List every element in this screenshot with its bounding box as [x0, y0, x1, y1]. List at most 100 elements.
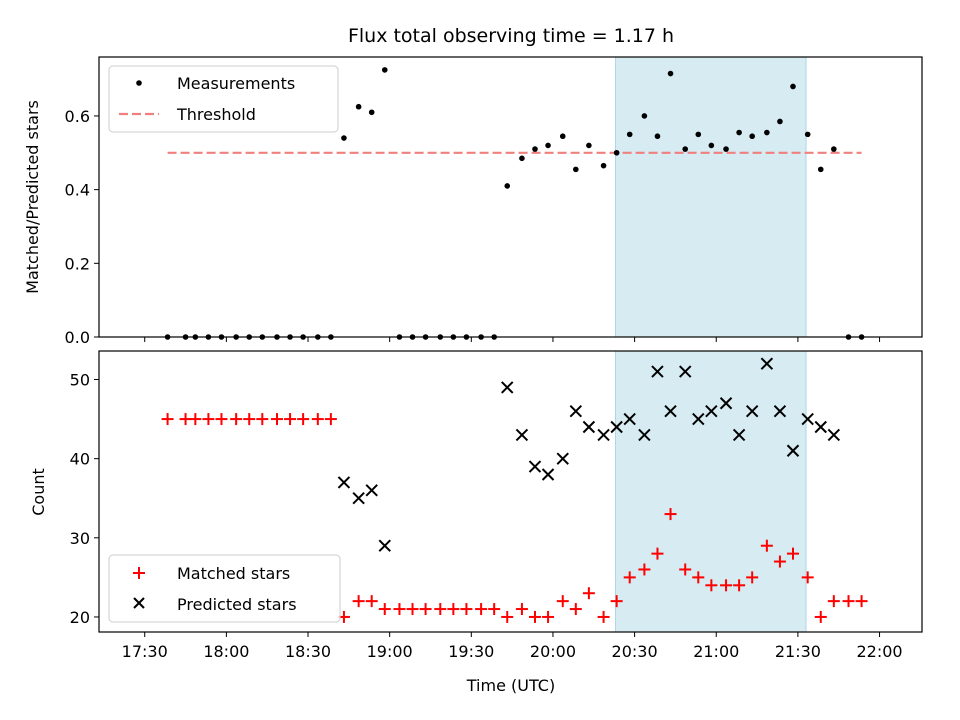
- matched-stars-point: [855, 595, 868, 608]
- predicted-stars-point: [569, 404, 583, 418]
- y-axis-label-counts: Count: [29, 468, 48, 516]
- predicted-stars-point: [638, 428, 651, 442]
- matched-stars-point: [679, 563, 692, 576]
- matched-stars-point: [623, 571, 636, 584]
- predicted-stars-point: [378, 539, 391, 552]
- matched-stars-point: [284, 413, 297, 426]
- predicted-stars-point: [597, 428, 610, 442]
- matched-stars-point: [475, 603, 488, 616]
- matched-stars-point: [528, 610, 541, 623]
- matched-stars-point: [569, 603, 582, 616]
- matched-stars-point: [202, 413, 215, 426]
- matched-stars-point: [786, 547, 799, 560]
- predicted-stars-point: [651, 365, 664, 378]
- predicted-stars-point: [745, 404, 759, 418]
- legend-ratio: Measurements Threshold: [108, 65, 339, 133]
- x-tick-label: 20:00: [530, 642, 576, 661]
- measurement-point: [613, 149, 620, 156]
- matched-stars-point: [215, 413, 228, 426]
- legend-counts: Matched stars Predicted stars: [108, 554, 341, 623]
- measurement-point: [777, 118, 783, 125]
- panel-ratio-frame: [98, 56, 923, 338]
- matched-stars-point: [542, 610, 555, 623]
- matched-stars-point: [801, 571, 814, 584]
- matched-stars-point: [488, 603, 501, 616]
- predicted-stars-point: [541, 468, 555, 481]
- predicted-stars-point: [692, 412, 705, 426]
- predicted-stars-point: [827, 428, 841, 442]
- matched-stars-point: [419, 603, 432, 616]
- measurement-point: [749, 133, 755, 140]
- y-tick-label: 20: [70, 608, 90, 627]
- predicted-stars-point: [801, 412, 814, 426]
- predicted-stars-point: [515, 428, 529, 442]
- matched-stars-point: [378, 603, 391, 616]
- predicted-stars-point: [610, 420, 623, 434]
- measurement-point: [667, 70, 674, 77]
- measurement-point: [817, 166, 824, 173]
- matched-stars-point: [324, 413, 337, 426]
- matched-stars-point: [297, 413, 310, 426]
- measurement-point: [626, 131, 633, 138]
- predicted-stars-point: [528, 460, 542, 473]
- y-tick-label: 50: [70, 370, 90, 389]
- matched-stars-point: [434, 603, 447, 616]
- matched-stars-point: [230, 413, 243, 426]
- matched-stars-point: [746, 571, 759, 584]
- matched-stars-point: [664, 508, 677, 521]
- measurement-point: [532, 146, 538, 152]
- measurement-point: [682, 146, 689, 152]
- panel-ratio: 0.0 0.2 0.4 0.6 Matched/Predicted stars Mea…: [23, 56, 923, 347]
- measurement-point: [504, 183, 511, 189]
- predicted-stars-point: [352, 492, 365, 505]
- matched-stars-point: [692, 571, 705, 584]
- y-tick-label: 30: [70, 529, 90, 548]
- legend-measurements-marker: [136, 80, 142, 86]
- matched-stars-point: [827, 595, 840, 608]
- matched-stars-point: [733, 579, 746, 592]
- matched-stars-point: [515, 603, 528, 616]
- measurement-point: [695, 131, 702, 138]
- y-tick-label: 0.4: [65, 181, 90, 200]
- predicted-stars-point: [732, 428, 746, 442]
- measurement-point: [831, 146, 837, 152]
- matched-stars-point: [243, 413, 256, 426]
- matched-stars-point: [773, 555, 786, 568]
- matched-stars-point: [270, 413, 283, 426]
- predicted-stars-point: [760, 357, 774, 370]
- matched-stars-point: [597, 610, 610, 623]
- matched-stars-point: [556, 595, 569, 608]
- panel-counts: 20 30 40 50 17:30 18:00 18:30 19:00 19:30 20:00 2…: [29, 350, 923, 695]
- matched-stars-point: [842, 595, 855, 608]
- x-tick-label: 22:00: [856, 642, 902, 661]
- matched-stars-point: [760, 539, 773, 552]
- measurement-point: [355, 103, 362, 110]
- y-tick-label: 40: [70, 450, 90, 469]
- matched-stars-point: [365, 595, 378, 608]
- measurement-point: [573, 166, 579, 173]
- matched-stars-point: [256, 413, 269, 426]
- shaded-span: [614, 56, 807, 338]
- legend-predicted-label: Predicted stars: [177, 595, 297, 614]
- measurement-point: [600, 162, 607, 169]
- measurement-point: [368, 109, 375, 116]
- measurement-point: [790, 83, 796, 90]
- x-tick-label: 21:30: [775, 642, 821, 661]
- measurement-point: [559, 133, 566, 140]
- chart-title: Flux total observing time = 1.17 h: [348, 25, 674, 47]
- x-tick-label: 20:30: [612, 642, 658, 661]
- y-tick-label: 0.2: [65, 254, 90, 273]
- legend-matched-marker: [133, 567, 145, 579]
- predicted-stars-point: [664, 404, 677, 418]
- predicted-stars-point: [679, 365, 692, 378]
- measurement-point: [545, 142, 551, 149]
- x-tick-label: 18:30: [285, 642, 331, 661]
- measurement-point: [519, 155, 525, 162]
- matched-stars-point: [189, 413, 202, 426]
- x-tick-label: 19:30: [448, 642, 494, 661]
- measurement-point: [654, 133, 661, 140]
- matched-stars-point: [705, 579, 718, 592]
- matched-stars-point: [460, 603, 473, 616]
- measurement-point: [641, 113, 648, 119]
- measurement-point: [708, 142, 715, 149]
